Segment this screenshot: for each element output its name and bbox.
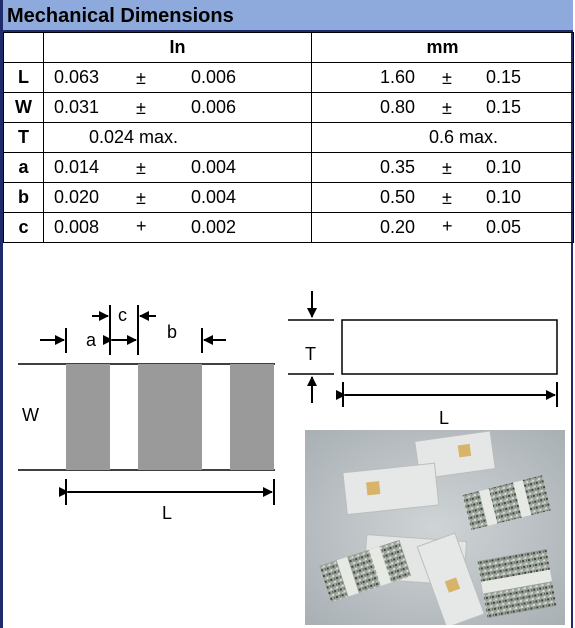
mm-tolerance: 0.15	[486, 67, 522, 87]
dimensions-table: In mm L 0.063 ± 0.006 1.60 ± 0.15 W 0.03…	[3, 32, 574, 243]
in-nominal: 0.008	[54, 217, 100, 237]
table-row: c 0.008 + 0.002 0.20 + 0.05	[3, 212, 574, 243]
in-max-value: 0.024 max.	[89, 127, 179, 147]
mm-value-cell: 0.20 + 0.05	[311, 212, 574, 243]
mm-tolerance-sign: +	[442, 216, 453, 236]
label-l-bottom: L	[162, 503, 172, 523]
mm-max-value: 0.6 max.	[429, 127, 499, 147]
in-value-cell: 0.008 + 0.002	[43, 212, 312, 243]
row-label: L	[3, 62, 44, 93]
in-nominal: 0.031	[54, 97, 100, 117]
table-row: b 0.020 ± 0.004 0.50 ± 0.10	[3, 182, 574, 213]
in-nominal: 0.014	[54, 157, 100, 177]
table-row: a 0.014 ± 0.004 0.35 ± 0.10	[3, 152, 574, 183]
row-label: a	[3, 152, 44, 183]
in-tolerance-sign: ±	[136, 68, 146, 88]
in-value-cell: 0.020 ± 0.004	[43, 182, 312, 213]
mm-tolerance: 0.15	[486, 97, 522, 117]
mm-nominal: 0.35	[380, 157, 416, 177]
table-row: L 0.063 ± 0.006 1.60 ± 0.15	[3, 62, 574, 93]
row-label: T	[3, 122, 44, 153]
pad-a	[66, 364, 110, 470]
chip-2	[342, 462, 440, 516]
mm-nominal: 1.60	[380, 67, 416, 87]
mm-value-cell: 0.35 ± 0.10	[311, 152, 574, 183]
header-blank-cell	[3, 32, 44, 63]
mm-nominal: 0.80	[380, 97, 416, 117]
top-view: a c b W L	[18, 305, 275, 523]
in-tolerance: 0.006	[191, 97, 237, 117]
header-in: In	[43, 32, 312, 63]
table-row: W 0.031 ± 0.006 0.80 ± 0.15	[3, 92, 574, 123]
header-mm: mm	[311, 32, 574, 63]
in-tolerance-sign: ±	[136, 158, 146, 178]
in-tolerance-sign: +	[136, 216, 147, 236]
mm-tolerance: 0.10	[486, 187, 522, 207]
in-nominal: 0.063	[54, 67, 100, 87]
mm-value-cell: 0.50 ± 0.10	[311, 182, 574, 213]
mm-tolerance-sign: ±	[442, 158, 452, 178]
label-a: a	[86, 330, 97, 350]
chip-7	[477, 548, 557, 619]
table-row: T 0.024 max. 0.6 max.	[3, 122, 574, 153]
in-tolerance-sign: ±	[136, 188, 146, 208]
in-value-cell: 0.031 ± 0.006	[43, 92, 312, 123]
chip-6	[416, 532, 485, 625]
in-value-cell: 0.063 ± 0.006	[43, 62, 312, 93]
mm-nominal: 0.50	[380, 187, 416, 207]
mm-tolerance-sign: ±	[442, 188, 452, 208]
row-label: c	[3, 212, 44, 243]
label-t: T	[305, 344, 316, 364]
mm-value-cell: 0.6 max.	[311, 122, 574, 153]
dimension-drawing: a c b W L T L	[18, 291, 558, 523]
row-label: b	[3, 182, 44, 213]
mm-tolerance: 0.10	[486, 157, 522, 177]
component-photo	[305, 430, 565, 625]
side-chip-outline	[341, 319, 558, 375]
mm-tolerance-sign: ±	[442, 68, 452, 88]
mm-value-cell: 1.60 ± 0.15	[311, 62, 574, 93]
chip-5	[319, 539, 412, 602]
in-tolerance-sign: ±	[136, 98, 146, 118]
in-tolerance: 0.004	[191, 187, 237, 207]
in-nominal: 0.020	[54, 187, 100, 207]
mm-value-cell: 0.80 ± 0.15	[311, 92, 574, 123]
mm-nominal: 0.20	[380, 217, 416, 237]
mm-tolerance-sign: ±	[442, 98, 452, 118]
in-value-cell: 0.024 max.	[43, 122, 312, 153]
in-value-cell: 0.014 ± 0.004	[43, 152, 312, 183]
in-tolerance: 0.004	[191, 157, 237, 177]
mm-tolerance: 0.05	[486, 217, 522, 237]
in-tolerance: 0.006	[191, 67, 237, 87]
pad-c	[230, 364, 274, 470]
label-b: b	[167, 322, 177, 342]
side-view: T L	[288, 291, 558, 428]
label-w: W	[22, 405, 39, 425]
chip-3	[462, 475, 551, 531]
row-label: W	[3, 92, 44, 123]
label-c: c	[118, 305, 127, 325]
sheet-title: Mechanical Dimensions	[3, 0, 573, 32]
table-header-row: In mm	[3, 32, 574, 63]
label-l-side: L	[439, 408, 449, 428]
in-tolerance: 0.002	[191, 217, 237, 237]
pad-b	[138, 364, 202, 470]
